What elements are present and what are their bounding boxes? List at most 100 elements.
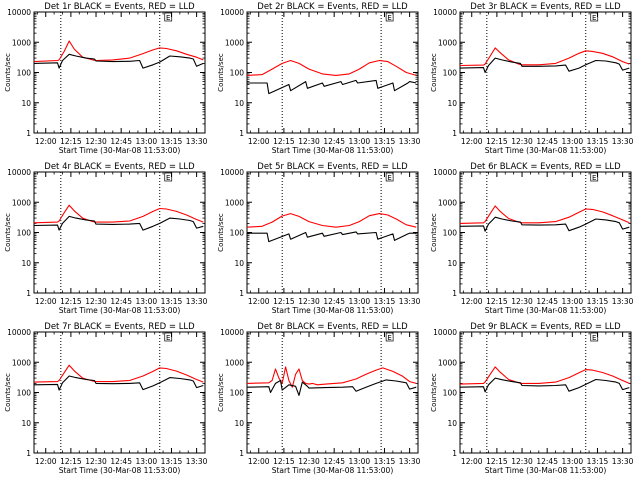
events-series-line bbox=[33, 375, 204, 391]
plot-frame bbox=[459, 331, 632, 454]
y-axis-label: Counts/sec bbox=[4, 373, 12, 412]
panel-title: Det 2r BLACK = Events, RED = LLD bbox=[257, 2, 408, 12]
y-axis-label: Counts/sec bbox=[4, 53, 12, 92]
y-tick-label: 1 bbox=[452, 449, 457, 458]
detector-panel: Det 1r BLACK = Events, RED = LLD 1 10 100 10… bbox=[4, 2, 208, 155]
marker-label: E bbox=[166, 174, 170, 182]
y-axis-label: Counts/sec bbox=[430, 213, 438, 252]
panel-title: Det 9r BLACK = Events, RED = LLD bbox=[470, 322, 621, 332]
y-tick-label: 10 bbox=[21, 259, 31, 268]
x-tick-label: 12:15 bbox=[273, 137, 295, 146]
lld-series-line bbox=[33, 204, 204, 224]
x-tick-label: 12:00 bbox=[248, 297, 270, 306]
x-tick-label: 13:15 bbox=[374, 457, 396, 466]
marker-box bbox=[590, 12, 599, 22]
x-axis-label: Start Time (30-Mar-08 11:53:00) bbox=[485, 306, 607, 315]
y-tick-label: 100 bbox=[17, 389, 32, 398]
y-tick-label: 10000 bbox=[220, 168, 244, 177]
x-axis-label: Start Time (30-Mar-08 11:53:00) bbox=[59, 146, 181, 155]
lld-series-line bbox=[246, 213, 417, 228]
x-tick-label: 12:30 bbox=[298, 457, 320, 466]
y-tick-label: 1 bbox=[452, 129, 457, 138]
y-axis-label: Counts/sec bbox=[217, 373, 225, 412]
y-tick-label: 1000 bbox=[438, 358, 457, 367]
lld-series-line bbox=[459, 47, 630, 67]
marker-label: E bbox=[166, 14, 170, 22]
events-series-line bbox=[459, 57, 630, 74]
y-tick-label: 1000 bbox=[12, 38, 31, 47]
x-tick-label: 13:30 bbox=[612, 137, 634, 146]
marker-box bbox=[164, 172, 173, 182]
y-tick-label: 1 bbox=[26, 449, 31, 458]
y-tick-label: 1 bbox=[26, 129, 31, 138]
x-tick-label: 12:30 bbox=[511, 297, 533, 306]
y-tick-label: 10000 bbox=[433, 168, 457, 177]
x-tick-label: 12:30 bbox=[298, 137, 320, 146]
x-tick-label: 12:45 bbox=[536, 297, 558, 306]
x-tick-label: 13:00 bbox=[562, 297, 584, 306]
marker-label: E bbox=[387, 14, 391, 22]
x-tick-label: 12:00 bbox=[35, 457, 57, 466]
y-tick-label: 1000 bbox=[12, 198, 31, 207]
x-tick-label: 12:15 bbox=[60, 137, 82, 146]
x-tick-label: 12:45 bbox=[536, 457, 558, 466]
events-series-line bbox=[33, 215, 204, 231]
x-tick-label: 12:45 bbox=[536, 137, 558, 146]
events-series-line bbox=[33, 53, 204, 69]
x-tick-label: 12:45 bbox=[110, 297, 132, 306]
x-tick-label: 13:00 bbox=[136, 137, 158, 146]
panel-title: Det 3r BLACK = Events, RED = LLD bbox=[470, 2, 621, 12]
plot-frame bbox=[33, 11, 206, 134]
x-tick-label: 13:00 bbox=[136, 457, 158, 466]
marker-box bbox=[590, 332, 599, 342]
x-tick-label: 12:30 bbox=[85, 457, 107, 466]
y-tick-label: 10000 bbox=[433, 328, 457, 337]
detector-panel: Det 5r BLACK = Events, RED = LLD 1 10 100 10… bbox=[217, 162, 421, 315]
y-tick-label: 10 bbox=[234, 419, 244, 428]
y-tick-label: 100 bbox=[230, 389, 245, 398]
marker-box bbox=[164, 12, 173, 22]
lld-series-line bbox=[459, 366, 630, 385]
lld-series-line bbox=[246, 59, 417, 76]
detector-panel: Det 8r BLACK = Events, RED = LLD 1 10 100 10… bbox=[217, 322, 421, 475]
y-tick-label: 1 bbox=[452, 289, 457, 298]
x-axis-label: Start Time (30-Mar-08 11:53:00) bbox=[59, 466, 181, 475]
x-tick-label: 12:45 bbox=[110, 457, 132, 466]
detector-panel: Det 4r BLACK = Events, RED = LLD 1 10 100 10… bbox=[4, 162, 208, 315]
y-axis-label: Counts/sec bbox=[430, 373, 438, 412]
y-tick-label: 100 bbox=[443, 69, 458, 78]
y-tick-label: 100 bbox=[443, 389, 458, 398]
x-tick-label: 13:30 bbox=[399, 297, 421, 306]
marker-box bbox=[385, 172, 394, 182]
y-tick-label: 1 bbox=[239, 129, 244, 138]
marker-label: E bbox=[592, 14, 596, 22]
x-tick-label: 13:30 bbox=[186, 457, 208, 466]
y-tick-label: 10000 bbox=[7, 328, 31, 337]
x-tick-label: 13:15 bbox=[587, 297, 609, 306]
marker-label: E bbox=[387, 174, 391, 182]
x-tick-label: 12:30 bbox=[511, 137, 533, 146]
y-tick-label: 10 bbox=[21, 99, 31, 108]
x-tick-label: 12:15 bbox=[486, 137, 508, 146]
y-tick-label: 1000 bbox=[12, 358, 31, 367]
detector-panel: Det 2r BLACK = Events, RED = LLD 1 10 100 10… bbox=[217, 2, 421, 155]
marker-label: E bbox=[592, 174, 596, 182]
detector-panel: Det 6r BLACK = Events, RED = LLD 1 10 100 10… bbox=[430, 162, 634, 315]
x-tick-label: 12:15 bbox=[60, 457, 82, 466]
x-tick-label: 13:00 bbox=[562, 137, 584, 146]
y-tick-label: 10000 bbox=[7, 168, 31, 177]
x-tick-label: 13:30 bbox=[612, 297, 634, 306]
x-tick-label: 12:15 bbox=[273, 297, 295, 306]
events-series-line bbox=[459, 216, 630, 232]
x-tick-label: 12:45 bbox=[323, 297, 345, 306]
y-tick-label: 10 bbox=[21, 419, 31, 428]
y-tick-label: 1000 bbox=[438, 198, 457, 207]
detector-panel: Det 7r BLACK = Events, RED = LLD 1 10 100 10… bbox=[4, 322, 208, 475]
x-tick-label: 13:00 bbox=[136, 297, 158, 306]
events-series-line bbox=[246, 379, 417, 396]
panel-title: Det 7r BLACK = Events, RED = LLD bbox=[44, 322, 195, 332]
panel-title: Det 4r BLACK = Events, RED = LLD bbox=[44, 162, 195, 172]
x-tick-label: 12:00 bbox=[35, 137, 57, 146]
x-axis-label: Start Time (30-Mar-08 11:53:00) bbox=[272, 466, 394, 475]
